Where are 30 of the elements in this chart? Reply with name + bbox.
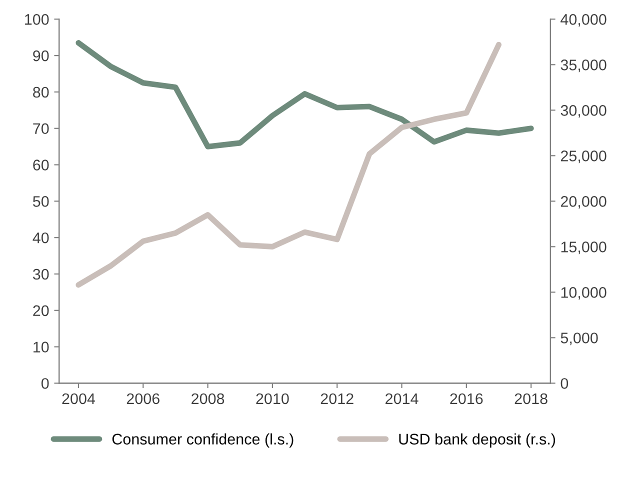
y-tick-label: 10 [34, 342, 49, 352]
y2-tick-label: 15,000 [561, 242, 606, 254]
y2-tick-label: 10,000 [561, 287, 606, 300]
y-tick-label: 50 [32, 196, 49, 207]
y2-tick-label: 0 [560, 378, 568, 389]
x-tick-label: 2006 [126, 393, 160, 404]
y-tick-label: 80 [33, 86, 49, 98]
y2-tick-label: 5,000 [560, 332, 598, 346]
y2-tick-label: 30,000 [560, 105, 606, 118]
x-tick-label: 2010 [256, 393, 289, 404]
x-tick-label: 2008 [192, 393, 224, 404]
y-tick-label: 40 [32, 232, 49, 244]
y-tick-label: 20 [33, 305, 49, 316]
y-tick-label: 90 [33, 50, 49, 62]
y-tick-label: 30 [32, 268, 49, 280]
x-tick-label: 2014 [386, 393, 418, 404]
legend-label: USD bank deposit (r.s.) [399, 433, 556, 448]
y-tick-label: 70 [33, 123, 49, 134]
y2-tick-label: 20,000 [560, 196, 606, 209]
y2-tick-label: 25,000 [560, 150, 606, 164]
x-tick-label: 2016 [450, 393, 483, 404]
x-tick-label: 2004 [62, 393, 96, 404]
legend-label: Consumer confidence (l.s.) [112, 433, 294, 448]
y-tick-label: 100 [25, 14, 49, 25]
y-tick-label: 0 [41, 378, 49, 389]
y-tick-label: 60 [33, 160, 49, 170]
x-tick-label: 2018 [514, 393, 548, 404]
y2-tick-label: 40,000 [560, 14, 606, 27]
y2-tick-label: 35,000 [560, 60, 606, 72]
x-tick-label: 2012 [320, 393, 354, 404]
